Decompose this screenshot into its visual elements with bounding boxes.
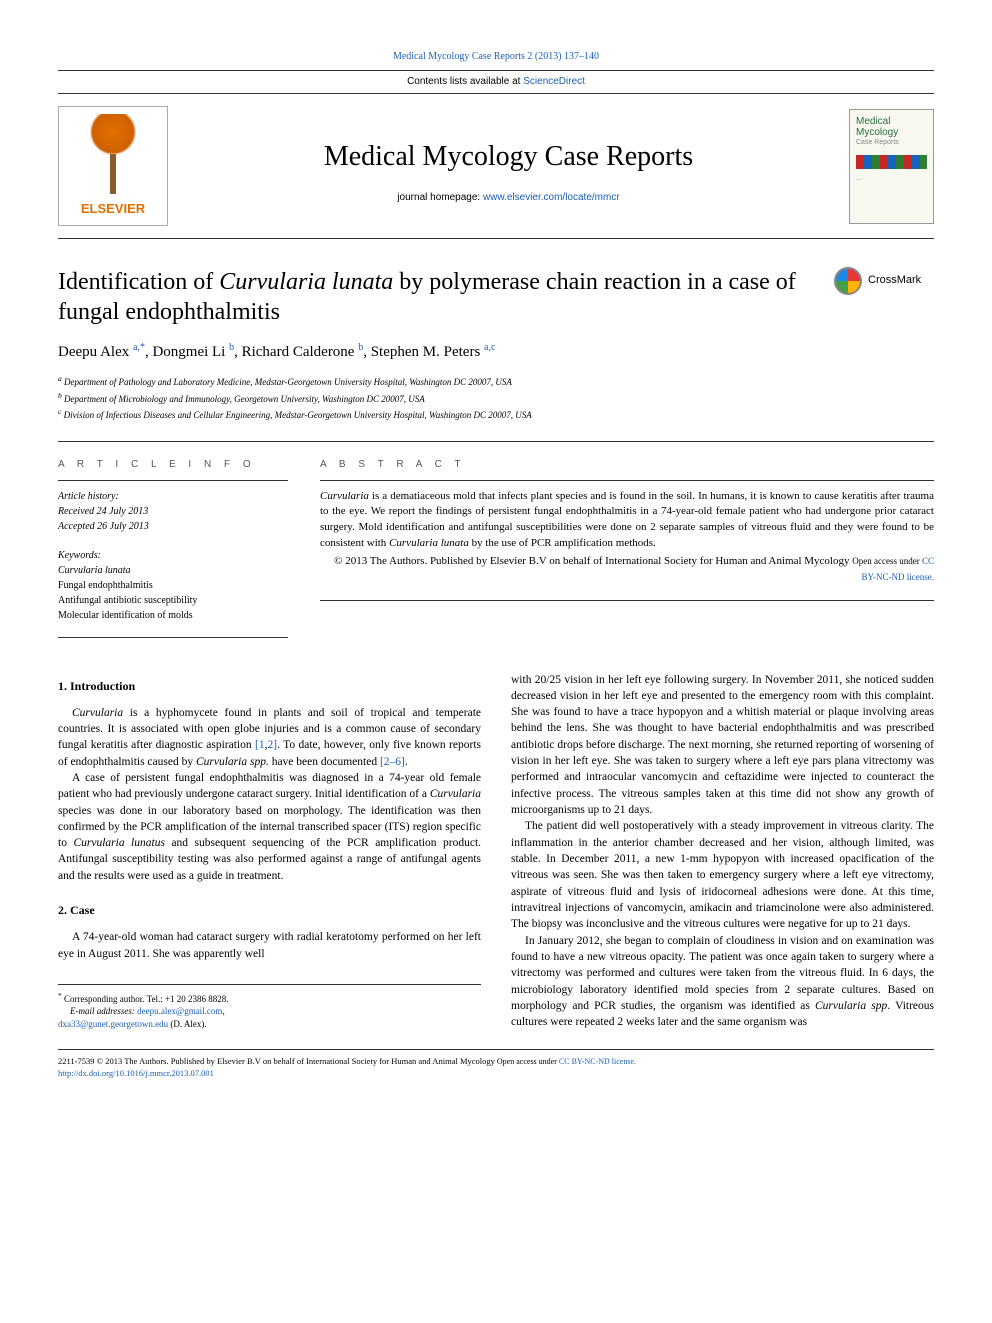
article-title: Identification of Curvularia lunata by p… — [58, 267, 834, 327]
page-footer: 2211-7539 © 2013 The Authors. Published … — [58, 1049, 934, 1080]
elsevier-tree-icon — [78, 114, 148, 194]
author-2-aff[interactable]: b — [229, 342, 234, 353]
article-history: Article history: Received 24 July 2013 A… — [58, 489, 288, 534]
footer-open-access: Open access under — [495, 1057, 559, 1066]
sciencedirect-bar: Contents lists available at ScienceDirec… — [58, 70, 934, 94]
cover-subtitle: Case Reports — [856, 138, 927, 148]
homepage-label: journal homepage: — [397, 192, 483, 203]
ref-link-1[interactable]: [1 — [255, 739, 265, 751]
affiliation-c: c Division of Infectious Diseases and Ce… — [58, 406, 934, 423]
homepage-link[interactable]: www.elsevier.com/locate/mmcr — [483, 192, 620, 203]
doi-link[interactable]: http://dx.doi.org/10.1016/j.mmcr.2013.07… — [58, 1068, 214, 1078]
accepted-date: Accepted 26 July 2013 — [58, 519, 288, 534]
intro-p1-ital1: Curvularia — [72, 707, 123, 719]
elsevier-wordmark: ELSEVIER — [81, 200, 145, 218]
received-date: Received 24 July 2013 — [58, 504, 288, 519]
keyword-2: Fungal endophthalmitis — [58, 578, 288, 593]
journal-reference: Medical Mycology Case Reports 2 (2013) 1… — [58, 50, 934, 64]
divider — [58, 637, 288, 638]
intro-p1-ital2: Curvularia spp. — [196, 756, 269, 768]
case-p3: The patient did well postoperatively wit… — [511, 818, 934, 932]
case-p2: with 20/25 vision in her left eye follow… — [511, 672, 934, 819]
title-pre: Identification of — [58, 269, 219, 295]
abstract-ital-1: Curvularia — [320, 490, 369, 502]
elsevier-logo: ELSEVIER — [58, 106, 168, 226]
footer-license-link[interactable]: CC BY-NC-ND license. — [559, 1057, 636, 1066]
divider — [58, 480, 288, 481]
keyword-4: Molecular identification of molds — [58, 608, 288, 623]
footer-issn: 2211-7539 © 2013 The Authors. Published … — [58, 1056, 495, 1066]
article-body: 1. Introduction Curvularia is a hyphomyc… — [58, 672, 934, 1031]
cover-foot: — — [856, 177, 927, 184]
journal-center: Medical Mycology Case Reports journal ho… — [168, 127, 849, 204]
abstract-col: A B S T R A C T Curvularia is a dematiac… — [320, 442, 934, 638]
author-4-aff[interactable]: a, — [484, 342, 491, 353]
divider — [320, 480, 934, 481]
author-1-corr[interactable]: * — [140, 342, 145, 353]
intro-p2: A case of persistent fungal endophthalmi… — [58, 770, 481, 884]
article-info-head: A R T I C L E I N F O — [58, 458, 288, 472]
crossmark-icon — [834, 267, 862, 295]
author-4: Stephen M. Peters — [371, 344, 481, 360]
author-4-aff2[interactable]: c — [491, 342, 495, 353]
author-2: Dongmei Li — [152, 344, 225, 360]
ref-link-2[interactable]: 2] — [267, 739, 277, 751]
crossmark-badge[interactable]: CrossMark — [834, 267, 934, 295]
masthead: ELSEVIER Medical Mycology Case Reports j… — [58, 94, 934, 239]
author-1-aff[interactable]: a, — [133, 342, 140, 353]
copyright-text: © 2013 The Authors. Published by Elsevie… — [334, 555, 849, 567]
ref-link-3[interactable]: [2–6] — [380, 756, 405, 768]
case-p1: A 74-year-old woman had cataract surgery… — [58, 929, 481, 962]
abstract-text: Curvularia is a dematiaceous mold that i… — [320, 489, 934, 587]
cover-band-icon — [856, 155, 927, 169]
abstract-post: by the use of PCR amplification methods. — [469, 537, 656, 549]
abstract-copyright: © 2013 The Authors. Published by Elsevie… — [320, 554, 934, 586]
article-header: Identification of Curvularia lunata by p… — [58, 267, 934, 327]
corresponding-emails: E-mail addresses: deepu.alex@gmail.com, — [58, 1005, 481, 1018]
affiliations: a Department of Pathology and Laboratory… — [58, 373, 934, 423]
abstract-head: A B S T R A C T — [320, 458, 934, 472]
history-head: Article history: — [58, 489, 288, 504]
divider — [320, 600, 934, 601]
case-p4-ital: Curvularia spp — [815, 1000, 887, 1012]
email-link-2[interactable]: dxa33@gunet.georgetown.edu — [58, 1019, 168, 1029]
meta-abstract-row: A R T I C L E I N F O Article history: R… — [58, 442, 934, 638]
corresponding-emails-2: dxa33@gunet.georgetown.edu (D. Alex). — [58, 1018, 481, 1031]
email-link-1[interactable]: deepu.alex@gmail.com — [137, 1006, 222, 1016]
affiliation-a: a Department of Pathology and Laboratory… — [58, 373, 934, 390]
journal-ref-link[interactable]: Medical Mycology Case Reports 2 (2013) 1… — [393, 51, 599, 62]
author-1: Deepu Alex — [58, 344, 129, 360]
intro-p2-ital1: Curvularia — [430, 788, 481, 800]
keywords-head: Keywords: — [58, 548, 288, 563]
authors-list: Deepu Alex a,*, Dongmei Li b, Richard Ca… — [58, 341, 934, 363]
abstract-ital-2: Curvularia lunata — [389, 537, 469, 549]
corresponding-author-block: * Corresponding author. Tel.: +1 20 2386… — [58, 984, 481, 1031]
article-info-col: A R T I C L E I N F O Article history: R… — [58, 442, 288, 638]
journal-homepage: journal homepage: www.elsevier.com/locat… — [168, 191, 849, 205]
author-3: Richard Calderone — [242, 344, 355, 360]
email-label: E-mail addresses: — [70, 1006, 137, 1016]
keyword-3: Antifungal antibiotic susceptibility — [58, 593, 288, 608]
intro-p2-ital2: Curvularia lunatus — [73, 837, 164, 849]
title-italic: Curvularia lunata — [219, 269, 393, 295]
journal-cover-thumbnail: Medical Mycology Case Reports — — [849, 109, 934, 224]
crossmark-label: CrossMark — [868, 273, 921, 288]
journal-title: Medical Mycology Case Reports — [168, 137, 849, 176]
author-3-aff[interactable]: b — [358, 342, 363, 353]
corresponding-label: * Corresponding author. Tel.: +1 20 2386… — [58, 991, 481, 1006]
affiliation-b: b Department of Microbiology and Immunol… — [58, 390, 934, 407]
intro-p1: Curvularia is a hyphomycete found in pla… — [58, 705, 481, 770]
keywords-block: Keywords: Curvularia lunata Fungal endop… — [58, 548, 288, 623]
contents-text: Contents lists available at — [407, 76, 523, 87]
intro-heading: 1. Introduction — [58, 678, 481, 695]
sciencedirect-link[interactable]: ScienceDirect — [523, 76, 585, 87]
case-p4: In January 2012, she began to complain o… — [511, 933, 934, 1031]
keyword-1: Curvularia lunata — [58, 563, 288, 578]
corr-star: * — [58, 991, 62, 1000]
cover-title: Medical Mycology — [856, 116, 927, 138]
case-heading: 2. Case — [58, 902, 481, 919]
abstract-open-access: Open access under — [852, 556, 922, 566]
